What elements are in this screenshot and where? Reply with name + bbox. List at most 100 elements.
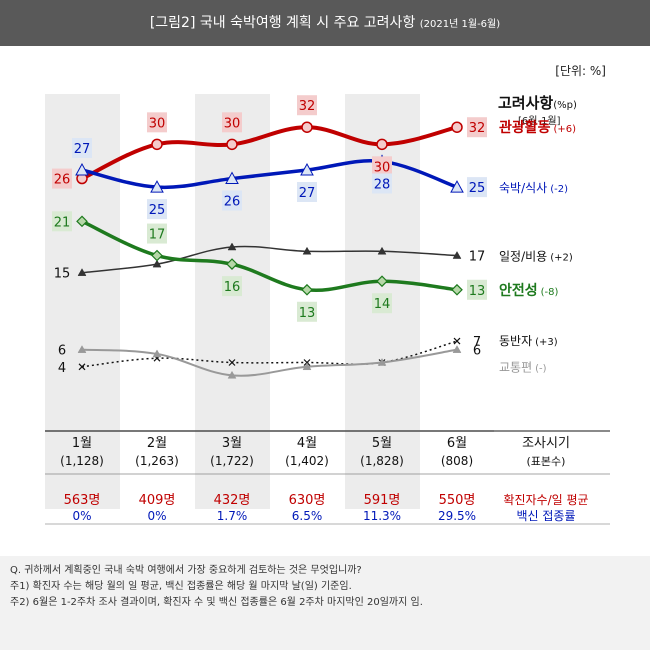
data-label-bg bbox=[372, 156, 392, 177]
series-markers bbox=[75, 121, 464, 379]
vaccine-value: 29.5% bbox=[438, 509, 476, 523]
data-label-bg bbox=[147, 112, 167, 133]
point-marker bbox=[452, 345, 462, 353]
point-marker bbox=[225, 171, 239, 185]
data-label: 16 bbox=[224, 280, 241, 295]
point-marker bbox=[301, 283, 313, 296]
point-marker bbox=[377, 246, 387, 255]
series-line-2 bbox=[81, 245, 458, 274]
point-marker bbox=[77, 268, 87, 276]
cases-label: 확진자수/일 평균 bbox=[503, 493, 588, 507]
data-label: 25 bbox=[469, 181, 486, 196]
data-label-bg bbox=[147, 199, 167, 220]
point-marker bbox=[377, 357, 387, 366]
cases-value: 550명 bbox=[439, 493, 476, 508]
x-tick-n: (1,128) bbox=[60, 454, 104, 468]
cases-value: 432명 bbox=[214, 493, 251, 508]
data-label-bg bbox=[372, 293, 392, 314]
series-name: 숙박/식사 (-2) bbox=[499, 181, 568, 195]
data-label: 30 bbox=[224, 116, 241, 131]
point-marker bbox=[152, 259, 162, 268]
series-name: 교통편 (-) bbox=[499, 361, 547, 375]
point-marker bbox=[151, 138, 163, 151]
x-tick-n: (808) bbox=[441, 454, 473, 468]
data-label: 13 bbox=[469, 284, 486, 299]
vaccine-value: 0% bbox=[147, 509, 166, 523]
band bbox=[270, 94, 345, 509]
series-name: 동반자 (+3) bbox=[499, 334, 558, 348]
data-label-bg bbox=[72, 138, 92, 158]
data-label: 26 bbox=[224, 195, 241, 210]
point-marker bbox=[376, 138, 388, 151]
question-note: Q. 귀하께서 계획중인 국내 숙박 여행에서 가장 중요하게 검토하는 것은 … bbox=[10, 565, 362, 576]
series-name: 안전성 (-8) bbox=[499, 282, 559, 299]
legend-title: 고려사항(%p) bbox=[498, 94, 577, 112]
cases-value: 409명 bbox=[139, 493, 176, 508]
bottom-stats: 563명0%409명0%432명1.7%630명6.5%591명11.3%550… bbox=[64, 493, 589, 523]
point-marker bbox=[152, 349, 162, 358]
x-header: 조사시기 bbox=[522, 436, 570, 451]
data-label: 7 bbox=[473, 335, 481, 350]
point-marker bbox=[451, 121, 463, 133]
cases-value: 591명 bbox=[364, 493, 401, 508]
series-line-5 bbox=[81, 348, 458, 377]
data-label: 30 bbox=[149, 116, 166, 131]
footnote-2: 주2) 6월은 1-2주차 조사 결과이며, 확진자 수 및 백신 접종률은 6… bbox=[10, 597, 423, 608]
x-tick-month: 5월 bbox=[372, 436, 392, 451]
data-label-bg bbox=[222, 112, 242, 133]
data-label: 32 bbox=[469, 121, 486, 136]
data-label: 6 bbox=[473, 344, 481, 359]
data-label: 6 bbox=[58, 344, 66, 359]
point-marker bbox=[302, 362, 312, 371]
point-marker bbox=[150, 180, 164, 193]
series-names: 관광활동 (+6) 숙박/식사 (-2) 일정/비용 (+2) 안전성 (-8) 동반자 (+3)… bbox=[499, 119, 576, 374]
data-label: 14 bbox=[374, 297, 391, 312]
data-label: 15 bbox=[54, 267, 71, 282]
point-marker bbox=[451, 283, 463, 296]
data-label: 17 bbox=[149, 228, 166, 243]
point-marker bbox=[376, 275, 388, 288]
data-label: 13 bbox=[299, 306, 316, 321]
data-label: 26 bbox=[54, 173, 71, 188]
x-axis-labels: 1월 (1,128) 2월 (1,263) 3월 (1,722) 4월 (1,402) 5월 (1… bbox=[60, 436, 570, 468]
data-label: 27 bbox=[299, 186, 316, 201]
point-marker bbox=[228, 359, 236, 366]
data-label: 17 bbox=[469, 250, 486, 265]
vaccine-value: 6.5% bbox=[292, 509, 323, 523]
cases-value: 563명 bbox=[64, 493, 101, 508]
x-tick-n: (1,402) bbox=[285, 454, 329, 468]
data-label-bg bbox=[467, 177, 487, 198]
vaccine-label: 백신 접종률 bbox=[516, 509, 575, 523]
data-label-bg bbox=[222, 276, 242, 297]
vaccine-value: 1.7% bbox=[217, 509, 248, 523]
data-label-bg bbox=[52, 211, 72, 232]
band bbox=[420, 94, 495, 509]
data-label: 21 bbox=[54, 215, 71, 230]
x-tick-month: 6월 bbox=[447, 436, 467, 451]
data-label-bg bbox=[372, 173, 392, 194]
point-marker bbox=[76, 215, 88, 228]
series-name: 일정/비용 (+2) bbox=[499, 250, 573, 264]
point-marker bbox=[226, 258, 238, 270]
x-tick-month: 4월 bbox=[297, 436, 317, 451]
row-separators bbox=[45, 430, 610, 525]
vaccine-value: 11.3% bbox=[363, 509, 401, 523]
point-marker bbox=[302, 246, 312, 255]
alternating-bands bbox=[45, 94, 495, 509]
data-label-bg bbox=[297, 301, 317, 322]
point-marker bbox=[301, 121, 313, 133]
point-marker bbox=[75, 162, 89, 176]
data-label-bg bbox=[467, 117, 487, 138]
chart-subtitle: (2021년 1월-6월) bbox=[419, 19, 501, 30]
data-label: 4 bbox=[58, 361, 66, 376]
point-marker bbox=[151, 249, 163, 262]
cases-value: 630명 bbox=[289, 493, 326, 508]
data-labels: 26 30 30 32 30 32 27 25 26 27 28 25 15 17 21 17 16 13 14 13… bbox=[52, 95, 487, 376]
series-name: 관광활동 (+6) bbox=[499, 119, 576, 136]
point-marker bbox=[226, 138, 238, 151]
point-marker bbox=[452, 251, 462, 259]
chart-title: [그림2] 국내 숙박여행 계획 시 주요 고려사항 bbox=[149, 15, 416, 31]
data-label-bg bbox=[297, 95, 317, 116]
data-label: 32 bbox=[299, 99, 316, 114]
data-label: 25 bbox=[149, 203, 166, 218]
